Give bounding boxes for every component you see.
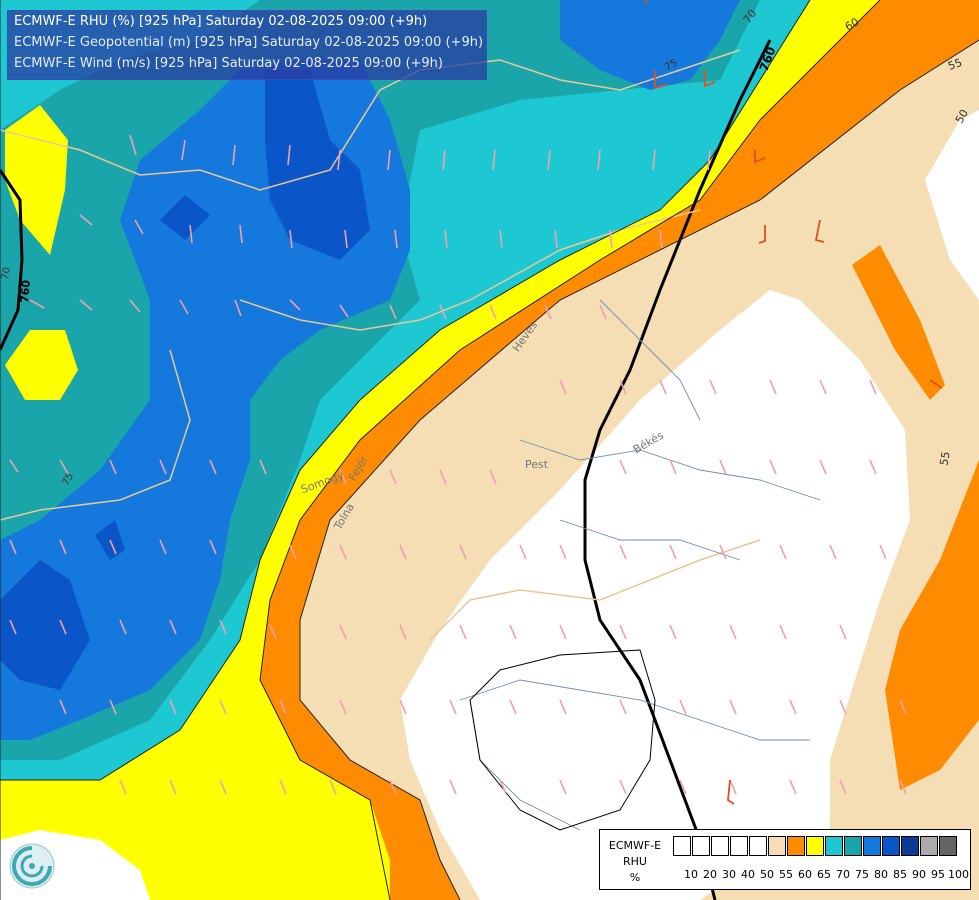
legend-tick-label: 90 bbox=[912, 868, 926, 881]
rhu-dry-area bbox=[400, 290, 910, 900]
geopotential-760-line-left bbox=[0, 169, 24, 351]
legend-swatch bbox=[749, 836, 767, 856]
title-rhu: ECMWF-E RHU (%) [925 hPa] Saturday 02-08… bbox=[14, 14, 428, 29]
legend-swatch bbox=[863, 836, 881, 856]
legend-swatch bbox=[730, 836, 748, 856]
legend-swatch bbox=[882, 836, 900, 856]
legend-tick-label: 85 bbox=[893, 868, 907, 881]
rhu-85-dark2 bbox=[160, 195, 210, 240]
county-boundary bbox=[469, 649, 656, 831]
contour-label-760-a: 760 bbox=[18, 279, 33, 304]
legend-tick-label: 10 bbox=[684, 868, 698, 881]
legend-swatch bbox=[920, 836, 938, 856]
rhu-55-right2 bbox=[852, 245, 945, 400]
legend-swatch bbox=[692, 836, 710, 856]
rhu-55-right bbox=[885, 460, 979, 790]
legend-swatch bbox=[711, 836, 729, 856]
legend-swatch bbox=[768, 836, 786, 856]
rhu-85-dark bbox=[265, 70, 370, 260]
legend-tick-label: 30 bbox=[722, 868, 736, 881]
ecmwf-logo-icon bbox=[9, 843, 55, 889]
country-border bbox=[0, 49, 761, 641]
rhu-85-dark3 bbox=[0, 560, 90, 690]
contour-label-70-left: 70 bbox=[0, 266, 13, 281]
legend-swatch bbox=[787, 836, 805, 856]
legend-swatch bbox=[939, 836, 957, 856]
legend-swatch bbox=[844, 836, 862, 856]
legend-swatch bbox=[806, 836, 824, 856]
legend-tick-label: 65 bbox=[817, 868, 831, 881]
legend-tick-label: 60 bbox=[798, 868, 812, 881]
legend-title: ECMWF-E RHU % bbox=[608, 839, 662, 884]
rhu-legend: ECMWF-E RHU % 10 20 30 40 50 55 60 65 70 75 80 85 90… bbox=[599, 829, 971, 890]
legend-swatch bbox=[673, 836, 691, 856]
legend-tick-label: 80 bbox=[874, 868, 888, 881]
wind-barbs bbox=[9, 134, 907, 795]
legend-tick-label: 70 bbox=[836, 868, 850, 881]
legend-tick-label: 20 bbox=[703, 868, 717, 881]
wind-barbs-orange bbox=[644, 0, 943, 805]
rhu-dry-right bbox=[925, 110, 979, 300]
legend-tick-label: 100 bbox=[948, 868, 969, 881]
legend-tick-label: 55 bbox=[779, 868, 793, 881]
legend-tick-label: 95 bbox=[931, 868, 945, 881]
legend-tick-label: 40 bbox=[741, 868, 755, 881]
legend-swatch bbox=[901, 836, 919, 856]
legend-tick-label: 75 bbox=[855, 868, 869, 881]
title-wind: ECMWF-E Wind (m/s) [925 hPa] Saturday 02… bbox=[14, 56, 443, 71]
contour-label-55-b: 55 bbox=[937, 450, 953, 467]
rhu-60-patch-left2 bbox=[5, 330, 78, 400]
legend-tick-label: 50 bbox=[760, 868, 774, 881]
legend-swatch bbox=[825, 836, 843, 856]
map-title-box: ECMWF-E RHU (%) [925 hPa] Saturday 02-08… bbox=[7, 10, 487, 80]
rhu-80-blue-top bbox=[560, 0, 740, 90]
geopotential-760-line bbox=[583, 39, 772, 900]
place-label-pest: Pest bbox=[525, 458, 549, 471]
title-geopotential: ECMWF-E Geopotential (m) [925 hPa] Satur… bbox=[14, 35, 484, 50]
